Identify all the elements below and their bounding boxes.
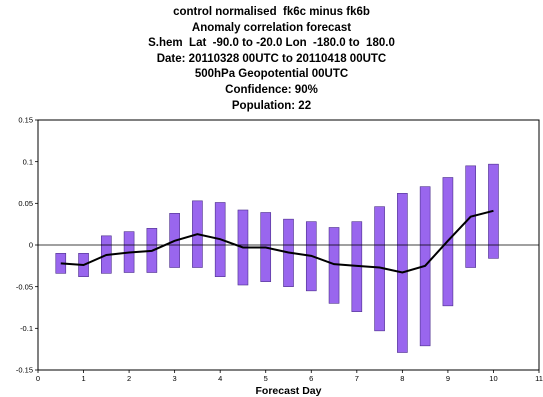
- y-tick-label: 0.05: [18, 199, 33, 208]
- title-line-4: Date: 20110328 00UTC to 20110418 00UTC: [156, 52, 387, 65]
- x-tick-label: 8: [400, 374, 404, 383]
- title-line-7: Population: 22: [231, 99, 312, 112]
- title-line-2: Anomaly correlation forecast: [191, 21, 352, 34]
- x-tick-label: 7: [355, 374, 359, 383]
- mean-series-line: [60, 209, 494, 274]
- y-tick-label: -0.1: [20, 324, 33, 333]
- x-tick-label: 1: [81, 374, 85, 383]
- x-tick-label: 9: [446, 374, 450, 383]
- chart-title-block: control normalised fk6c minus fk6b Anoma…: [0, 5, 543, 114]
- y-tick-label: 0: [29, 241, 33, 250]
- x-tick-label: 2: [127, 374, 131, 383]
- x-tick-label: 10: [489, 374, 497, 383]
- x-tick-label: 3: [173, 374, 177, 383]
- y-tick-label: 0.1: [23, 157, 33, 166]
- x-tick-label: 5: [264, 374, 268, 383]
- y-tick-label: 0.15: [18, 116, 33, 125]
- y-tick-label: -0.05: [16, 282, 33, 291]
- x-tick-label: 0: [36, 374, 40, 383]
- title-line-1: control normalised fk6c minus fk6b: [173, 6, 370, 18]
- title-line-5: 500hPa Geopotential 00UTC: [194, 68, 349, 81]
- x-tick-label: 4: [218, 374, 222, 383]
- y-tick-label: -0.15: [16, 366, 33, 375]
- title-line-6: Confidence: 90%: [225, 83, 318, 96]
- x-tick-label: 11: [535, 374, 543, 383]
- title-line-3: S.hem Lat -90.0 to -20.0 Lon -180.0 to 1…: [148, 37, 395, 50]
- x-axis-label: Forecast Day: [256, 385, 322, 397]
- x-tick-label: 6: [309, 374, 313, 383]
- axis-ticks: 0 1 2 3 4 5 6 7 8 9 10 11 -0.15 -0.1 -0.05 0 0.05 0.1 0.15: [16, 116, 543, 383]
